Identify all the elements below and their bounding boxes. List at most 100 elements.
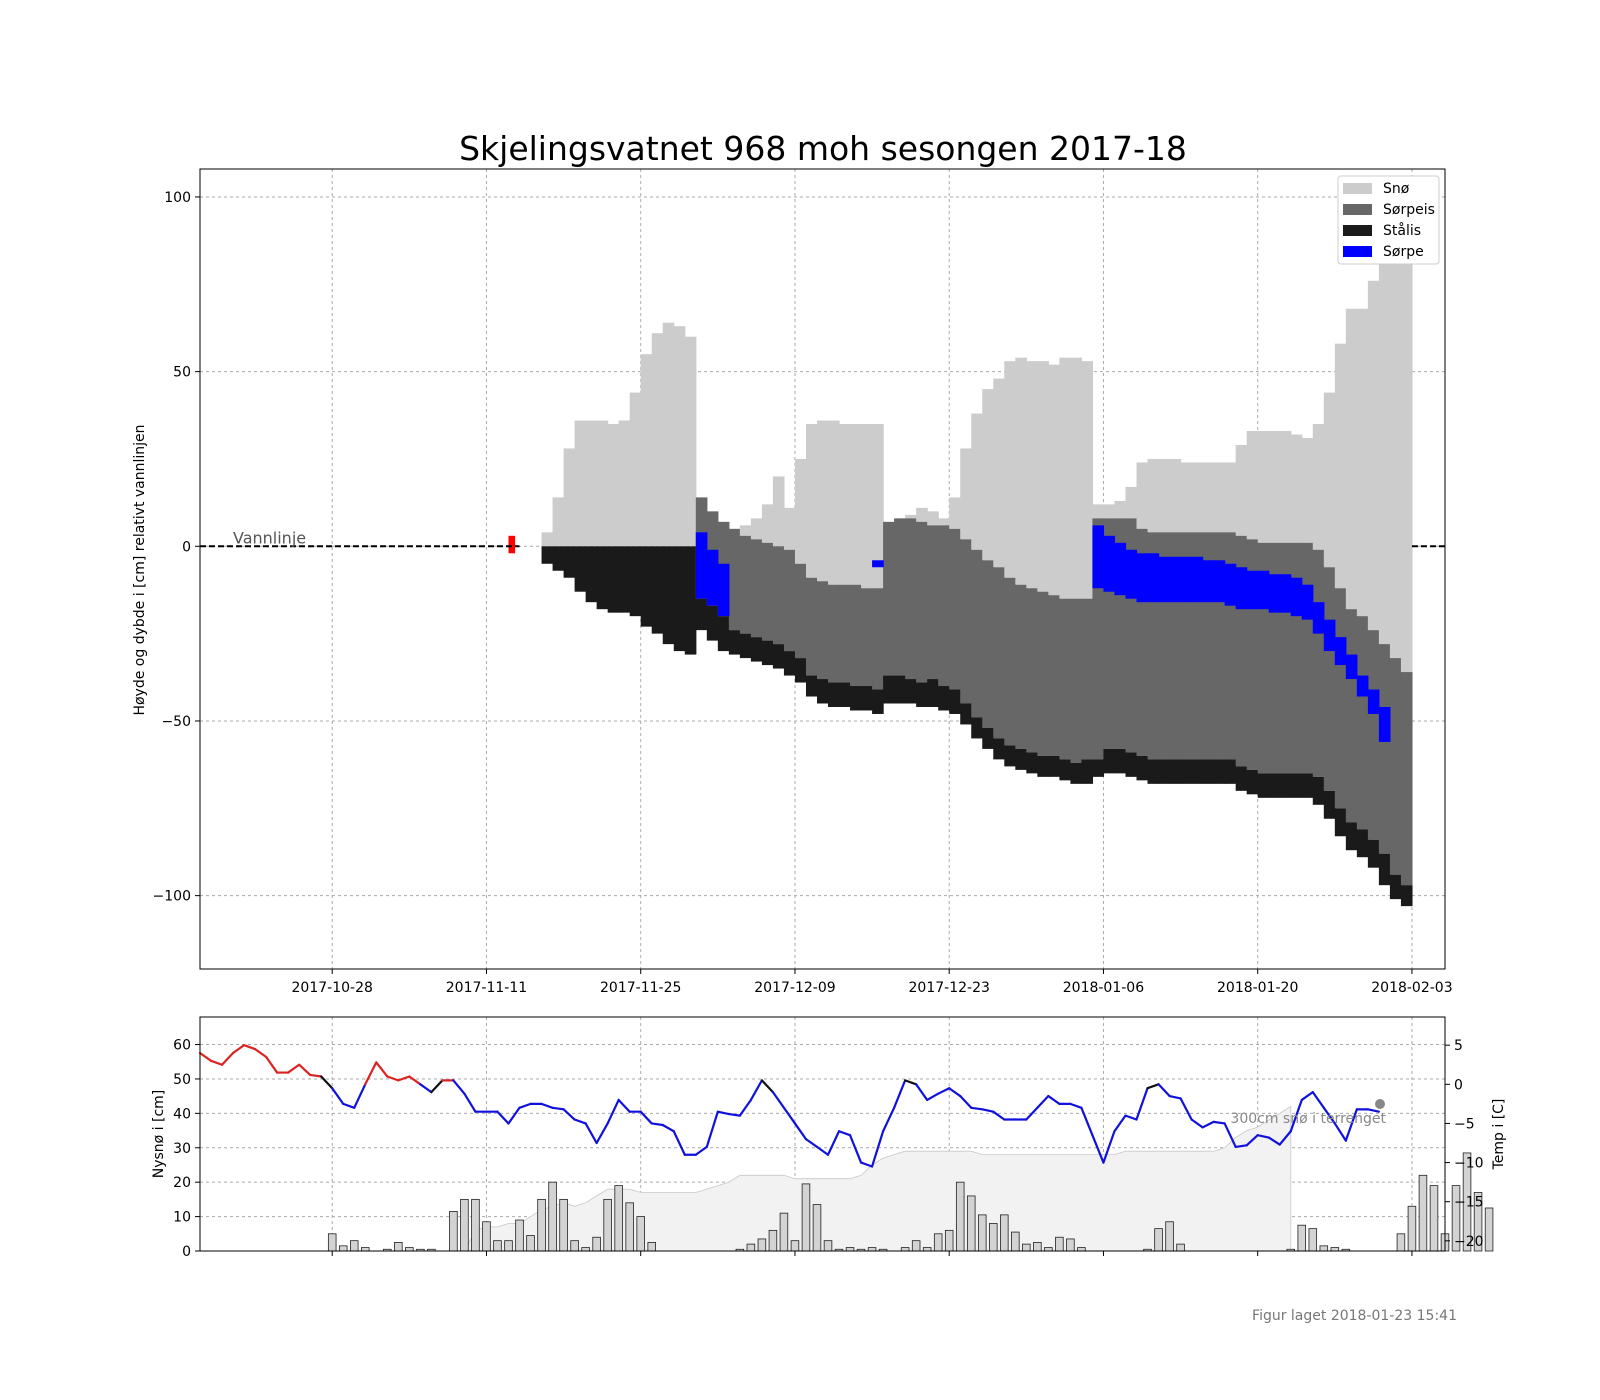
black-ice-bar	[761, 640, 774, 666]
temperature-segment	[1124, 1114, 1138, 1121]
black-ice-bar	[1169, 759, 1182, 784]
temperature-segment	[1212, 1120, 1226, 1125]
snow-depth-annotation: 300cm snø i terrenget	[1230, 1111, 1386, 1127]
snow-bar	[574, 420, 587, 547]
legend-swatch	[1343, 225, 1372, 236]
weather-y-axis-label: Nysnø i [cm]	[151, 1090, 167, 1179]
temperature-segment	[1157, 1083, 1171, 1098]
new-snow-bar	[1011, 1231, 1020, 1252]
black-ice-bar	[541, 546, 554, 564]
snow-bar	[684, 336, 697, 547]
snow-bar	[938, 518, 950, 526]
snow-bar	[850, 424, 862, 585]
new-snow-bar	[1484, 1207, 1494, 1252]
temperature-segment	[507, 1106, 521, 1125]
snow-bar	[993, 378, 1005, 568]
weather-y2-tick-label: 5	[1454, 1038, 1463, 1054]
slush-bar	[706, 549, 719, 606]
snow-bar	[905, 514, 917, 519]
new-snow-bar	[1396, 1233, 1406, 1252]
temperature-segment	[298, 1063, 312, 1077]
slush-bar	[872, 560, 884, 568]
slush-ice-bar	[1356, 616, 1369, 830]
black-ice-bar	[1389, 874, 1402, 900]
new-snow-bar	[1462, 1152, 1472, 1252]
new-snow-bar	[746, 1243, 756, 1252]
snow-bar	[949, 497, 961, 529]
snow-bar	[629, 392, 642, 547]
temperature-segment	[551, 1106, 565, 1111]
slush-ice-bar	[1180, 532, 1193, 760]
slush-bar	[1147, 553, 1160, 603]
black-ice-bar	[1114, 748, 1127, 774]
temperature-segment	[419, 1083, 433, 1094]
new-snow-bar	[1319, 1245, 1329, 1252]
slush-ice-bar	[739, 535, 752, 634]
temperature-segment	[948, 1087, 962, 1098]
slush-bar	[1257, 570, 1270, 610]
new-snow-bar	[1330, 1247, 1340, 1252]
black-ice-bar	[805, 675, 818, 697]
temperature-segment	[915, 1083, 929, 1102]
black-ice-bar	[1367, 839, 1380, 868]
temperature-segment	[639, 1110, 653, 1125]
slush-bar	[1345, 654, 1358, 680]
snow-bar	[1147, 458, 1160, 533]
temperature-segment	[694, 1145, 708, 1156]
temperature-segment	[672, 1130, 686, 1156]
snow-bar	[1334, 343, 1347, 589]
temperature-segment	[1223, 1122, 1237, 1149]
slush-ice-bar	[916, 521, 928, 683]
slush-ice-bar	[982, 560, 994, 728]
slush-ice-bar	[1246, 539, 1259, 770]
slush-bar	[1235, 567, 1248, 610]
temperature-segment	[1168, 1094, 1182, 1100]
temperature-segment	[815, 1145, 830, 1156]
snow-bar	[1345, 308, 1358, 610]
temperature-segment	[870, 1130, 885, 1168]
slush-ice-bar	[949, 528, 961, 690]
snow-depth-marker	[1375, 1099, 1385, 1109]
temperature-segment	[584, 1122, 598, 1145]
new-snow-bar	[867, 1247, 877, 1252]
temperature-segment	[331, 1087, 345, 1105]
waterline-label: Vannlinje	[233, 528, 306, 547]
ice-x-tick-label: 2017-10-28	[292, 980, 373, 996]
slush-ice-bar	[1213, 532, 1226, 760]
black-ice-bar	[883, 675, 895, 704]
slush-ice-bar	[1004, 577, 1016, 746]
weather-y2-tick-label: −5	[1454, 1116, 1475, 1132]
temperature-segment	[1366, 1108, 1380, 1113]
slush-ice-bar	[1070, 598, 1083, 763]
slush-bar	[1290, 577, 1303, 617]
new-snow-bar	[471, 1198, 480, 1252]
new-snow-bar	[361, 1247, 370, 1252]
slush-ice-bar	[1059, 598, 1071, 760]
temperature-segment	[749, 1079, 764, 1102]
slush-ice-bar	[1092, 518, 1105, 760]
ice-y-ticks: 100 50 0 −50 −100	[153, 190, 200, 905]
snow-bar	[1367, 280, 1380, 631]
temperature-segment	[650, 1122, 664, 1127]
new-snow-bars	[327, 1152, 1494, 1252]
slush-bar	[1180, 556, 1193, 603]
snow-bar	[541, 532, 554, 547]
slush-bar	[1378, 706, 1391, 742]
slush-bar	[1169, 556, 1182, 603]
temperature-segment	[364, 1061, 378, 1086]
temperature-segment	[1289, 1098, 1303, 1133]
temperature-segment	[375, 1061, 389, 1078]
temperature-segment	[1091, 1134, 1105, 1164]
new-snow-bar	[989, 1223, 998, 1252]
new-snow-bar	[900, 1247, 910, 1252]
temperature-segment	[342, 1102, 356, 1109]
slush-bar	[1356, 675, 1369, 697]
new-snow-bar	[966, 1195, 976, 1252]
slush-ice-bar	[1158, 532, 1171, 760]
temperature-segment	[848, 1134, 863, 1164]
snow-bar	[1301, 437, 1314, 543]
slush-ice-bar	[805, 577, 818, 676]
black-ice-bar	[872, 689, 884, 714]
black-ice-bar	[1037, 755, 1049, 777]
